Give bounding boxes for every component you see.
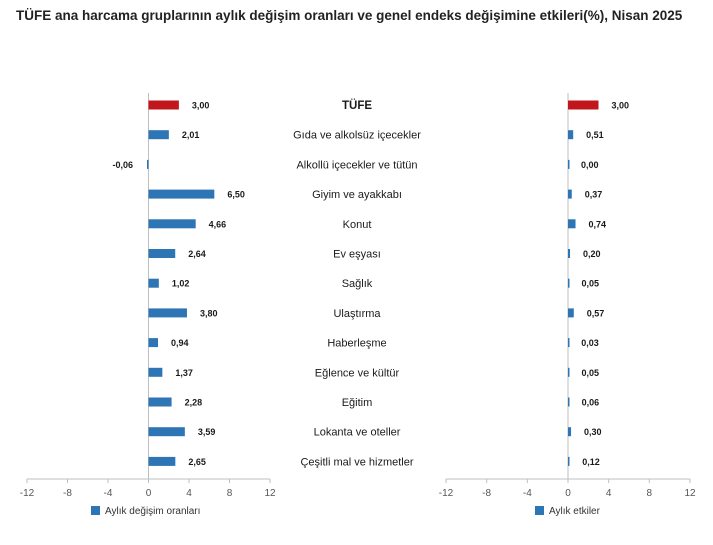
right-value-label: 0,05: [582, 368, 600, 378]
category-label-ev-esyasi: Ev eşyası: [333, 249, 381, 261]
left-bar-giyim-ve-ayakkabi: [148, 189, 215, 199]
left-value-label: 6,50: [227, 190, 245, 200]
category-label-alkollu-icecekler-ve-tutun: Alkollü içecekler ve tütün: [296, 159, 417, 171]
right-value-label: 0,20: [583, 249, 601, 259]
right-value-label: 0,74: [589, 219, 607, 229]
right-legend-swatch: [535, 506, 544, 515]
right-tick-label: 12: [684, 488, 696, 499]
category-label-saglik: Sağlık: [342, 278, 373, 290]
left-tick-label: 4: [186, 488, 192, 499]
category-labels: TÜFE Gıda ve alkolsüz içecekler Alkollü iç…: [293, 99, 421, 468]
left-value-label: 4,66: [209, 219, 227, 229]
right-bar-egitim: [568, 397, 570, 407]
left-tick-label: -4: [104, 488, 113, 499]
category-label-konut: Konut: [343, 219, 372, 231]
category-label-lokanta-ve-oteller: Lokanta ve oteller: [314, 427, 401, 439]
right-value-label: 3,00: [612, 101, 630, 111]
right-bar-chart: -12 -8 -4 0 4 8 12 3,00 0,51 0,00 0,37 0,74 0,20 0,05…: [439, 93, 696, 517]
right-bar-gida-ve-alkolsuz-icecekler: [568, 130, 574, 140]
left-value-label: -0,06: [112, 160, 133, 170]
right-bar-eglence-ve-kultur: [568, 367, 570, 377]
left-value-label: 3,59: [198, 427, 216, 437]
left-legend-swatch: [91, 506, 100, 515]
right-bar-ev-esyasi: [568, 249, 571, 258]
right-bar-cesitli-mal-ve-hizmetler: [568, 456, 570, 466]
chart-title: TÜFE ana harcama gruplarının aylık değiş…: [16, 8, 683, 23]
right-value-label: 0,00: [581, 160, 599, 170]
right-bar-giyim-ve-ayakkabi: [568, 189, 572, 199]
left-bar-lokanta-ve-oteller: [148, 427, 185, 437]
left-bar-alkollu-icecekler-ve-tutun: [147, 159, 149, 169]
right-value-label: 0,57: [587, 308, 605, 318]
right-bar-saglik: [568, 278, 570, 288]
left-bar-ev-esyasi: [148, 249, 176, 258]
right-bar-haberlesme: [568, 338, 570, 348]
left-tick-label: 0: [146, 488, 152, 499]
left-value-label: 2,01: [182, 130, 200, 140]
right-tick-label: 4: [606, 488, 612, 499]
right-bar-alkollu-icecekler-ve-tutun: [568, 159, 570, 169]
left-tick-label: -12: [20, 488, 35, 499]
left-bar-tufe: [148, 100, 179, 110]
right-value-label: 0,37: [585, 190, 603, 200]
left-value-label: 2,65: [188, 457, 206, 467]
left-value-label: 3,00: [192, 101, 210, 111]
left-bar-haberlesme: [148, 338, 159, 348]
left-tick-label: -8: [63, 488, 72, 499]
left-value-label: 1,02: [172, 279, 190, 289]
left-bar-egitim: [148, 397, 172, 407]
left-bar-konut: [148, 219, 196, 229]
left-tick-label: 8: [227, 488, 233, 499]
right-value-label: 0,51: [586, 130, 604, 140]
left-bar-eglence-ve-kultur: [148, 367, 163, 377]
category-label-cesitli-mal-ve-hizmetler: Çeşitli mal ve hizmetler: [300, 456, 413, 468]
right-value-label: 0,30: [584, 427, 602, 437]
left-value-label: 1,37: [175, 368, 193, 378]
right-tick-label: 0: [565, 488, 571, 499]
left-value-label: 0,94: [171, 338, 189, 348]
category-label-ulastirma: Ulaştırma: [333, 308, 381, 320]
right-value-label: 0,06: [582, 398, 600, 408]
right-tick-label: 8: [647, 488, 653, 499]
right-tick-label: -8: [482, 488, 491, 499]
category-label-giyim-ve-ayakkabi: Giyim ve ayakkabı: [312, 189, 402, 201]
left-bar-ulastirma: [148, 308, 187, 318]
right-bar-ulastirma: [568, 308, 574, 318]
category-label-egitim: Eğitim: [342, 397, 373, 409]
left-tick-label: 12: [264, 488, 276, 499]
right-value-label: 0,03: [581, 338, 599, 348]
left-bar-saglik: [148, 278, 159, 288]
left-legend-label: Aylık değişim oranları: [105, 506, 200, 517]
right-value-label: 0,12: [582, 457, 600, 467]
category-label-eglence-ve-kultur: Eğlence ve kültür: [315, 367, 400, 379]
right-value-label: 0,05: [582, 279, 600, 289]
category-label-haberlesme: Haberleşme: [327, 338, 386, 350]
left-value-label: 3,80: [200, 308, 218, 318]
left-value-label: 2,64: [188, 249, 206, 259]
right-tick-label: -4: [523, 488, 532, 499]
category-label-gida-ve-alkolsuz-icecekler: Gıda ve alkolsüz içecekler: [293, 130, 421, 142]
right-bar-tufe: [568, 100, 599, 110]
left-value-label: 2,28: [185, 398, 203, 408]
left-bar-gida-ve-alkolsuz-icecekler: [148, 130, 169, 140]
left-bar-chart: -12 -8 -4 0 4 8 12 3,00 2,01 -0,06 6,50 4,66 2,64 1,0…: [20, 93, 276, 517]
right-bar-konut: [568, 219, 576, 229]
right-legend-label: Aylık etkiler: [549, 506, 601, 517]
left-bar-cesitli-mal-ve-hizmetler: [148, 456, 176, 466]
right-bar-lokanta-ve-oteller: [568, 427, 572, 437]
right-tick-label: -12: [439, 488, 454, 499]
category-label-tufe: TÜFE: [342, 99, 372, 112]
